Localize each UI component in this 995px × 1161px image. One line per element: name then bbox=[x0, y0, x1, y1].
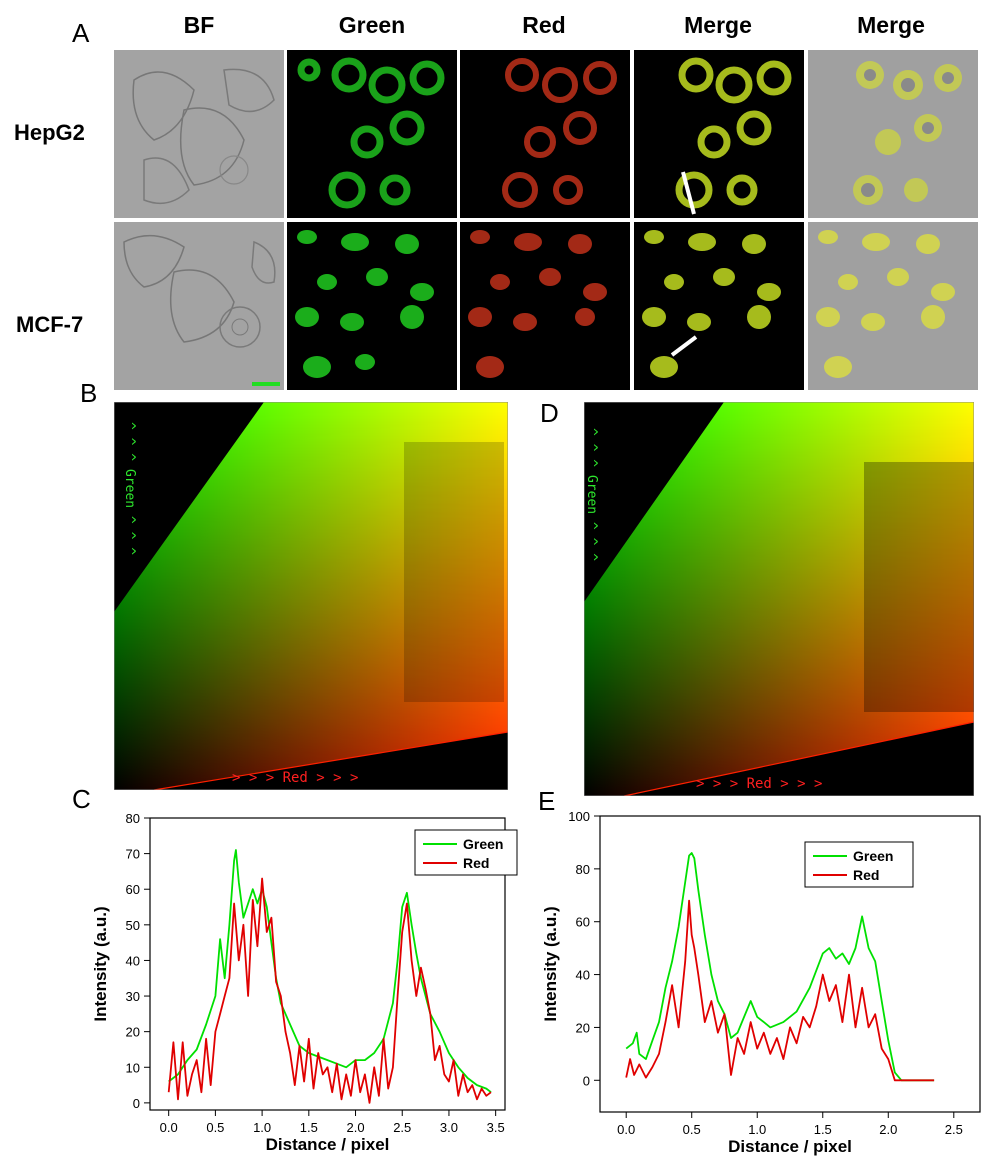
x-axis-label: Distance / pixel bbox=[266, 1135, 390, 1154]
legend-label-red: Red bbox=[463, 855, 489, 871]
image-mcf7-red bbox=[460, 222, 630, 390]
y-tick-label: 20 bbox=[126, 1025, 140, 1040]
plot-frame bbox=[599, 815, 981, 1113]
column-header-bf: BF bbox=[183, 12, 215, 38]
image-hepg2-merge bbox=[634, 50, 804, 218]
x-tick-label: 0.0 bbox=[160, 1120, 178, 1135]
image-hepg2-bf bbox=[114, 50, 284, 218]
x-tick-label: 3.5 bbox=[487, 1120, 505, 1135]
colocalization-scatter-b: ^ ^ ^ Green ^ ^ ^ > > > Red > > > bbox=[113, 401, 509, 791]
column-header-merge: Merge bbox=[684, 12, 752, 38]
panel-label-d: D bbox=[540, 398, 559, 428]
x-tick-label: 0.5 bbox=[683, 1122, 701, 1137]
image-mcf7-merge bbox=[634, 222, 804, 390]
series-line-red bbox=[167, 877, 492, 1104]
y-axis-label: Intensity (a.u.) bbox=[541, 906, 560, 1021]
scatter-d-x-label: > > > Red > > > bbox=[696, 776, 822, 792]
scatter-b-y-label: ^ ^ ^ Green ^ ^ ^ bbox=[122, 422, 137, 555]
line-profile-marker bbox=[681, 171, 696, 215]
x-tick-label: 1.5 bbox=[300, 1120, 318, 1135]
scale-bar bbox=[252, 382, 280, 386]
scatter-noise bbox=[864, 462, 974, 712]
chart-c-svg: 0.0 0.5 1.0 1.5 2.0 2.5 3.0 3.5 0 10 20 30 40 50 60 70 8… bbox=[91, 811, 518, 1154]
y-tick-label: 80 bbox=[126, 811, 140, 826]
column-header-merge-overlay: Merge bbox=[857, 12, 925, 38]
y-tick-label: 30 bbox=[126, 989, 140, 1004]
series-line-green bbox=[625, 852, 935, 1082]
legend-label-green: Green bbox=[853, 848, 893, 864]
scatter-noise bbox=[404, 442, 504, 702]
chart-e-svg: 0.0 0.5 1.0 1.5 2.0 2.5 0 20 40 60 80 100 Distance /… bbox=[541, 809, 981, 1156]
row-header-hepg2: HepG2 bbox=[14, 120, 85, 145]
x-tick-label: 1.5 bbox=[814, 1122, 832, 1137]
x-axis-label: Distance / pixel bbox=[728, 1137, 852, 1156]
plot-frame bbox=[149, 817, 506, 1111]
y-tick-label: 70 bbox=[126, 847, 140, 862]
x-tick-label: 0.0 bbox=[617, 1122, 635, 1137]
panel-label-e: E bbox=[538, 786, 556, 816]
legend-box bbox=[804, 841, 914, 888]
y-tick-label: 100 bbox=[568, 809, 590, 824]
scatter-d-y-label: ^ ^ ^ Green ^ ^ ^ bbox=[584, 428, 599, 561]
panel-label-c: C bbox=[72, 784, 91, 814]
image-hepg2-red bbox=[460, 50, 630, 218]
y-tick-label: 0 bbox=[133, 1096, 140, 1111]
x-tick-label: 1.0 bbox=[253, 1120, 271, 1135]
line-profile-chart-c: 0.0 0.5 1.0 1.5 2.0 2.5 3.0 3.5 0 10 20 30 40 50 60 70 8… bbox=[80, 806, 530, 1156]
x-tick-label: 1.0 bbox=[748, 1122, 766, 1137]
y-tick-label: 40 bbox=[576, 968, 590, 983]
x-tick-label: 0.5 bbox=[206, 1120, 224, 1135]
image-mcf7-merge-overlay bbox=[808, 222, 978, 390]
y-tick-label: 60 bbox=[126, 882, 140, 897]
y-tick-label: 60 bbox=[576, 915, 590, 930]
y-tick-label: 40 bbox=[126, 953, 140, 968]
x-tick-label: 2.5 bbox=[945, 1122, 963, 1137]
y-tick-label: 50 bbox=[126, 918, 140, 933]
line-profile-marker bbox=[670, 335, 698, 357]
y-tick-label: 0 bbox=[583, 1073, 590, 1088]
panel-label-a: A bbox=[72, 18, 90, 48]
x-tick-label: 2.0 bbox=[879, 1122, 897, 1137]
legend-label-green: Green bbox=[463, 836, 503, 852]
series-line-red bbox=[625, 899, 935, 1082]
y-tick-label: 10 bbox=[126, 1060, 140, 1075]
x-tick-label: 3.0 bbox=[440, 1120, 458, 1135]
line-profile-chart-e: 0.0 0.5 1.0 1.5 2.0 2.5 0 20 40 60 80 100 Distance /… bbox=[540, 806, 990, 1156]
series-line-green bbox=[168, 849, 492, 1093]
legend-box bbox=[414, 829, 518, 876]
y-tick-label: 20 bbox=[576, 1020, 590, 1035]
column-header-green: Green bbox=[338, 12, 406, 38]
x-tick-label: 2.0 bbox=[346, 1120, 364, 1135]
image-mcf7-green bbox=[287, 222, 457, 390]
y-axis-label: Intensity (a.u.) bbox=[91, 906, 110, 1021]
scatter-b-x-label: > > > Red > > > bbox=[232, 770, 358, 786]
image-mcf7-bf bbox=[114, 222, 284, 390]
column-header-red: Red bbox=[522, 12, 566, 38]
x-tick-label: 2.5 bbox=[393, 1120, 411, 1135]
legend-label-red: Red bbox=[853, 867, 879, 883]
image-hepg2-merge-overlay bbox=[808, 50, 978, 218]
y-tick-label: 80 bbox=[576, 862, 590, 877]
image-hepg2-green bbox=[287, 50, 457, 218]
panel-label-b: B bbox=[80, 378, 98, 408]
colocalization-scatter-d: ^ ^ ^ Green ^ ^ ^ > > > Red > > > bbox=[583, 401, 975, 797]
row-header-mcf7: MCF-7 bbox=[16, 312, 84, 337]
